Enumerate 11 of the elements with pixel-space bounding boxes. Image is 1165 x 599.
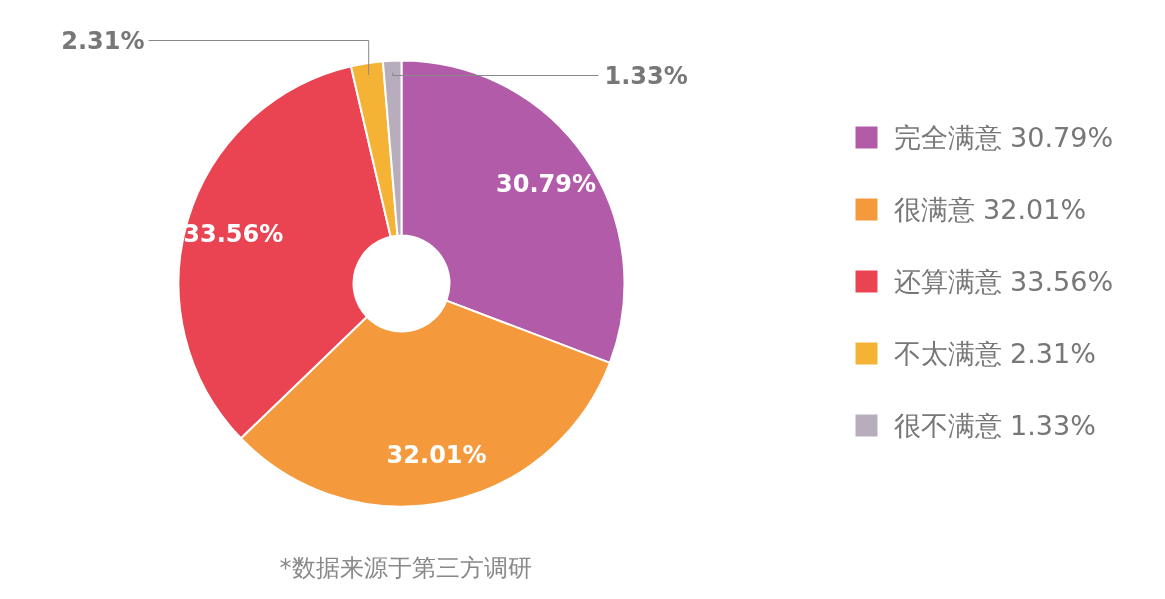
legend-label: 还算满意 33.56% [893, 266, 1114, 297]
text: *数据来源于第三方调研 [279, 553, 532, 582]
legend-label: 很不满意 1.33% [893, 410, 1096, 441]
legend-label: 不太满意 2.31% [893, 338, 1096, 369]
data-label: 30.79% [496, 169, 596, 198]
legend-label: 很满意 32.01% [893, 194, 1087, 225]
data-label: 2.31% [61, 26, 145, 55]
data-label: 33.56% [183, 219, 284, 248]
data-label: 1.33% [604, 61, 688, 90]
legend-label: 完全满意 30.79% [893, 122, 1114, 153]
data-label: 32.01% [386, 441, 487, 470]
